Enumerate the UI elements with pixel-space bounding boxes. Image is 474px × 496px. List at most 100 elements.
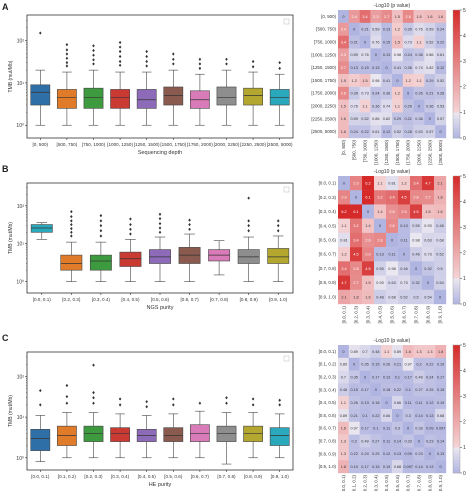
colorbar-tick-label: 2 xyxy=(463,420,466,426)
colorbar-segment xyxy=(453,77,460,81)
legend-box xyxy=(283,18,290,25)
heatmap-value: 0.11 xyxy=(383,427,390,431)
colorbar-segment xyxy=(453,48,460,52)
colorbar-segment xyxy=(453,351,460,355)
heatmap-col-label: [0.3, 0.4) xyxy=(373,474,378,491)
heatmap-cell xyxy=(338,345,349,358)
y-axis-label: TMB (mut/Mb) xyxy=(8,60,14,92)
colorbar-segment xyxy=(453,208,460,212)
heatmap-cell xyxy=(381,22,393,36)
heatmap-value: 0.46 xyxy=(412,253,419,257)
heatmap-cell xyxy=(338,275,351,290)
heatmap-value: 2.4 xyxy=(341,28,346,32)
heatmap-cell xyxy=(386,218,399,234)
colorbar-segment xyxy=(453,204,460,209)
heatmap-cell xyxy=(348,383,360,397)
heatmap-cell xyxy=(374,204,387,219)
heatmap-col-label: [0.7, 0.8) xyxy=(417,474,422,491)
heatmap-value: 0.52 xyxy=(437,79,444,83)
heatmap-col-label: [1250, 1500) xyxy=(384,139,389,164)
heatmap-title: -Log10 (p value) xyxy=(374,169,411,175)
heatmap-value: 0.52 xyxy=(400,295,407,299)
box xyxy=(163,427,184,442)
outlier-point xyxy=(145,400,148,404)
heatmap-cell xyxy=(424,112,436,126)
colorbar-segment xyxy=(453,367,460,371)
heatmap-value: 0.73 xyxy=(361,92,368,96)
outlier-point xyxy=(247,229,250,233)
heatmap-value: 0.22 xyxy=(351,452,358,456)
colorbar-segment xyxy=(453,10,460,14)
heatmap-cell xyxy=(435,345,447,358)
heatmap-cell xyxy=(424,74,436,87)
colorbar-segment xyxy=(453,179,460,183)
heatmap-cell xyxy=(402,125,414,139)
heatmap-cell xyxy=(370,357,382,371)
heatmap-cell xyxy=(370,396,382,410)
outlier-point xyxy=(65,43,69,47)
heatmap-cell xyxy=(348,357,360,371)
heatmap-cell xyxy=(338,261,351,276)
heatmap-value: 1.8 xyxy=(437,196,442,200)
heatmap-value: 0.59 xyxy=(426,28,433,32)
x-tick-label: [0.5, 0.6) xyxy=(151,297,170,302)
heatmap-cell xyxy=(435,86,447,100)
heatmap-cell xyxy=(386,190,399,205)
heatmap-row-label: [500, 750) xyxy=(316,27,336,32)
heatmap-value: 1.1 xyxy=(362,104,367,108)
heatmap-cell xyxy=(386,247,399,262)
colorbar-segment xyxy=(453,460,460,464)
colorbar-segment xyxy=(453,58,460,62)
heatmap-col-label: [2000, 2250) xyxy=(417,139,422,164)
heatmap-value: 0.54 xyxy=(424,295,431,299)
box xyxy=(83,87,104,109)
box xyxy=(30,429,51,451)
heatmap-cell xyxy=(410,261,423,276)
heatmap-cell xyxy=(424,383,436,397)
heatmap-value: 0 xyxy=(342,350,344,354)
y-tick-label: 10² xyxy=(17,204,25,210)
heatmap-cell xyxy=(348,61,360,75)
heatmap-value: 0.39 xyxy=(405,28,412,32)
heatmap-cell xyxy=(422,247,435,262)
heatmap-value: 0.12 xyxy=(426,401,433,405)
x-tick-label: [2250, 2500) xyxy=(240,142,266,147)
outlier-point xyxy=(129,217,132,221)
colorbar-segment xyxy=(453,32,460,36)
outlier-point xyxy=(70,214,73,219)
heatmap-cell xyxy=(410,218,423,234)
colorbar-segment xyxy=(453,364,460,368)
heatmap-cell xyxy=(424,396,436,410)
heatmap-value: 0.3 xyxy=(406,414,411,418)
outlier-point xyxy=(118,40,122,45)
heatmap-value: 0.27 xyxy=(415,388,422,392)
heatmap-value: 0 xyxy=(353,363,355,367)
heatmap-cell xyxy=(338,289,351,305)
heatmap-cell xyxy=(402,396,414,410)
heatmap-value: 0.98 xyxy=(372,79,379,83)
heatmap-cell xyxy=(392,86,403,100)
heatmap-cell xyxy=(413,370,425,384)
colorbar-tick-label: 0 xyxy=(463,302,466,308)
heatmap-cell xyxy=(402,345,414,358)
heatmap-row-label: [0.2, 0.3) xyxy=(319,195,337,200)
colorbar-segment xyxy=(453,86,460,91)
heatmap-cell xyxy=(392,125,403,139)
heatmap-value: 0.49 xyxy=(415,375,422,379)
heatmap-row-label: [0.0, 0.1) xyxy=(319,349,337,354)
heatmap-cell xyxy=(381,74,393,87)
colorbar-segment xyxy=(453,188,460,193)
heatmap-cell xyxy=(374,176,387,191)
heatmap-cell xyxy=(381,99,393,113)
outlier-point xyxy=(92,48,95,53)
heatmap-value: 2.7 xyxy=(341,66,346,70)
heatmap-row-label: [2500, 5000) xyxy=(311,129,336,134)
heatmap-cell xyxy=(338,434,349,448)
heatmap-cell xyxy=(338,190,351,205)
x-tick-label: [2500, 5000) xyxy=(267,142,293,147)
heatmap-value: 0.63 xyxy=(388,281,395,285)
box xyxy=(216,425,237,442)
heatmap-cell xyxy=(435,10,447,23)
heatmap-cell xyxy=(398,232,411,248)
heatmap-value: 0.21 xyxy=(351,40,358,44)
